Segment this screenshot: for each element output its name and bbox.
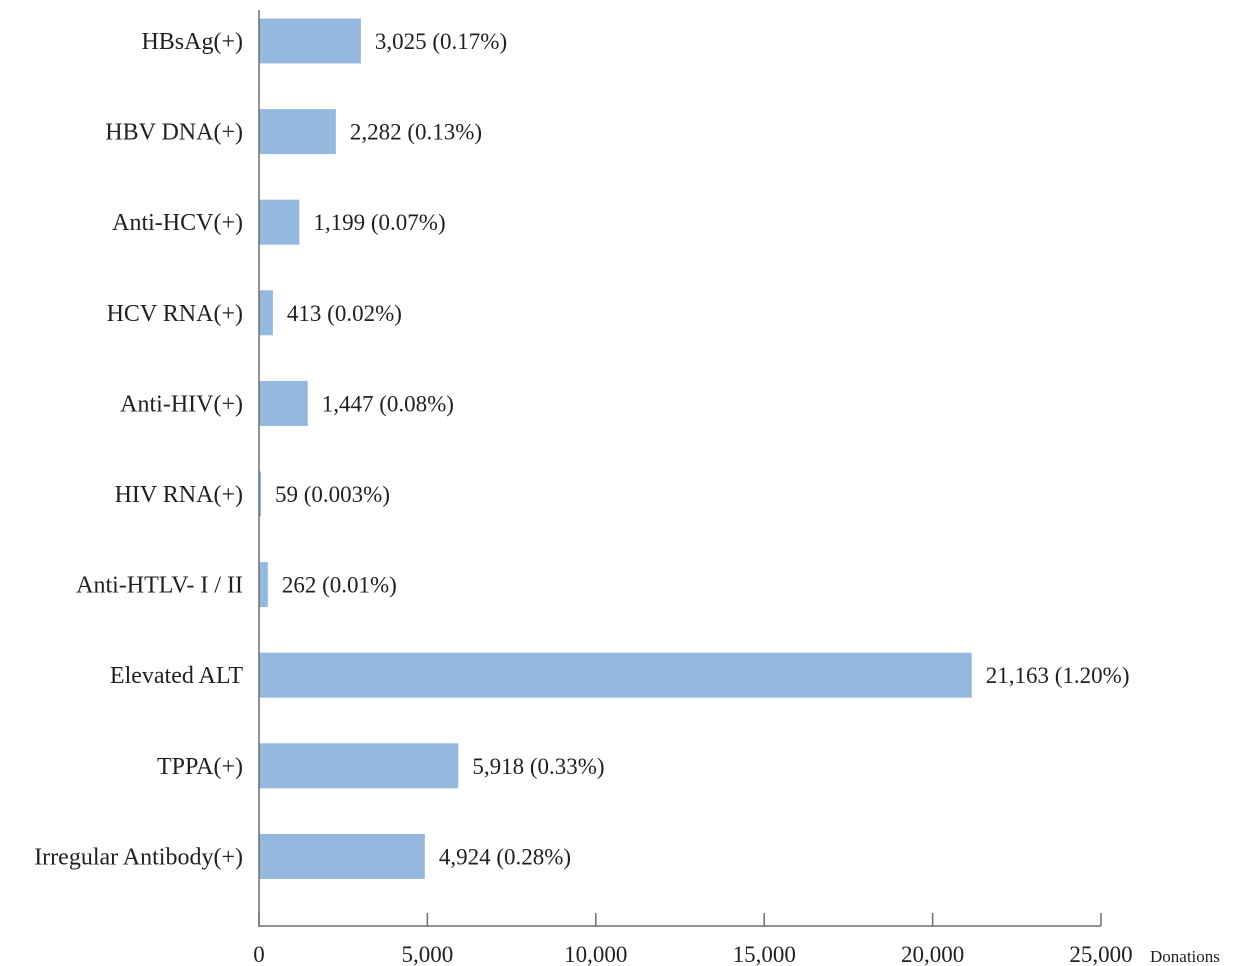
category-label: Elevated ALT [110, 663, 243, 689]
x-axis-unit-label: Donations [1150, 947, 1220, 966]
x-tick-label: 25,000 [1069, 942, 1132, 966]
x-tick-label: 15,000 [733, 942, 796, 966]
bar [259, 743, 459, 789]
axes-group: 0 5,000 10,000 15,000 20,000 25,000 [253, 10, 1133, 966]
bar [259, 199, 300, 245]
category-label: TPPA(+) [157, 754, 243, 780]
category-label: HIV RNA(+) [115, 482, 243, 508]
bar [259, 652, 972, 698]
category-label: HBV DNA(+) [105, 120, 243, 146]
bar-value-label: 21,163 (1.20%) [986, 663, 1130, 688]
x-tick-label: 10,000 [564, 942, 627, 966]
bar-value-label: 5,918 (0.33%) [472, 754, 604, 779]
category-label: HCV RNA(+) [107, 301, 243, 327]
bar-value-label: 413 (0.02%) [287, 301, 402, 326]
data-labels-group: 3,025 (0.17%) 2,282 (0.13%) 1,199 (0.07%) 4… [275, 29, 1130, 869]
bar [259, 109, 336, 155]
bar-value-label: 3,025 (0.17%) [375, 29, 507, 54]
bar [259, 18, 361, 64]
bar-value-label: 59 (0.003%) [275, 482, 390, 507]
category-label: Anti-HTLV- I / II [76, 573, 243, 599]
x-tick-label: 20,000 [901, 942, 964, 966]
category-label: Anti-HCV(+) [112, 210, 243, 236]
bars-group [259, 18, 972, 879]
x-tick-label: 0 [253, 942, 265, 966]
category-label: Irregular Antibody(+) [34, 844, 243, 870]
bar [259, 562, 268, 608]
bar [259, 380, 308, 426]
bar [259, 290, 273, 336]
bar-value-label: 1,199 (0.07%) [313, 210, 445, 235]
bar-value-label: 2,282 (0.13%) [350, 120, 482, 145]
bar-value-label: 1,447 (0.08%) [322, 391, 454, 416]
bar-value-label: 4,924 (0.28%) [439, 844, 571, 869]
category-labels-group: HBsAg(+) HBV DNA(+) Anti-HCV(+) HCV RNA(+) A… [34, 29, 243, 870]
category-label: Anti-HIV(+) [120, 391, 243, 417]
category-label: HBsAg(+) [141, 29, 243, 55]
bar-value-label: 262 (0.01%) [282, 573, 397, 598]
bar [259, 833, 425, 879]
bar [259, 471, 261, 517]
x-tick-label: 5,000 [402, 942, 454, 966]
